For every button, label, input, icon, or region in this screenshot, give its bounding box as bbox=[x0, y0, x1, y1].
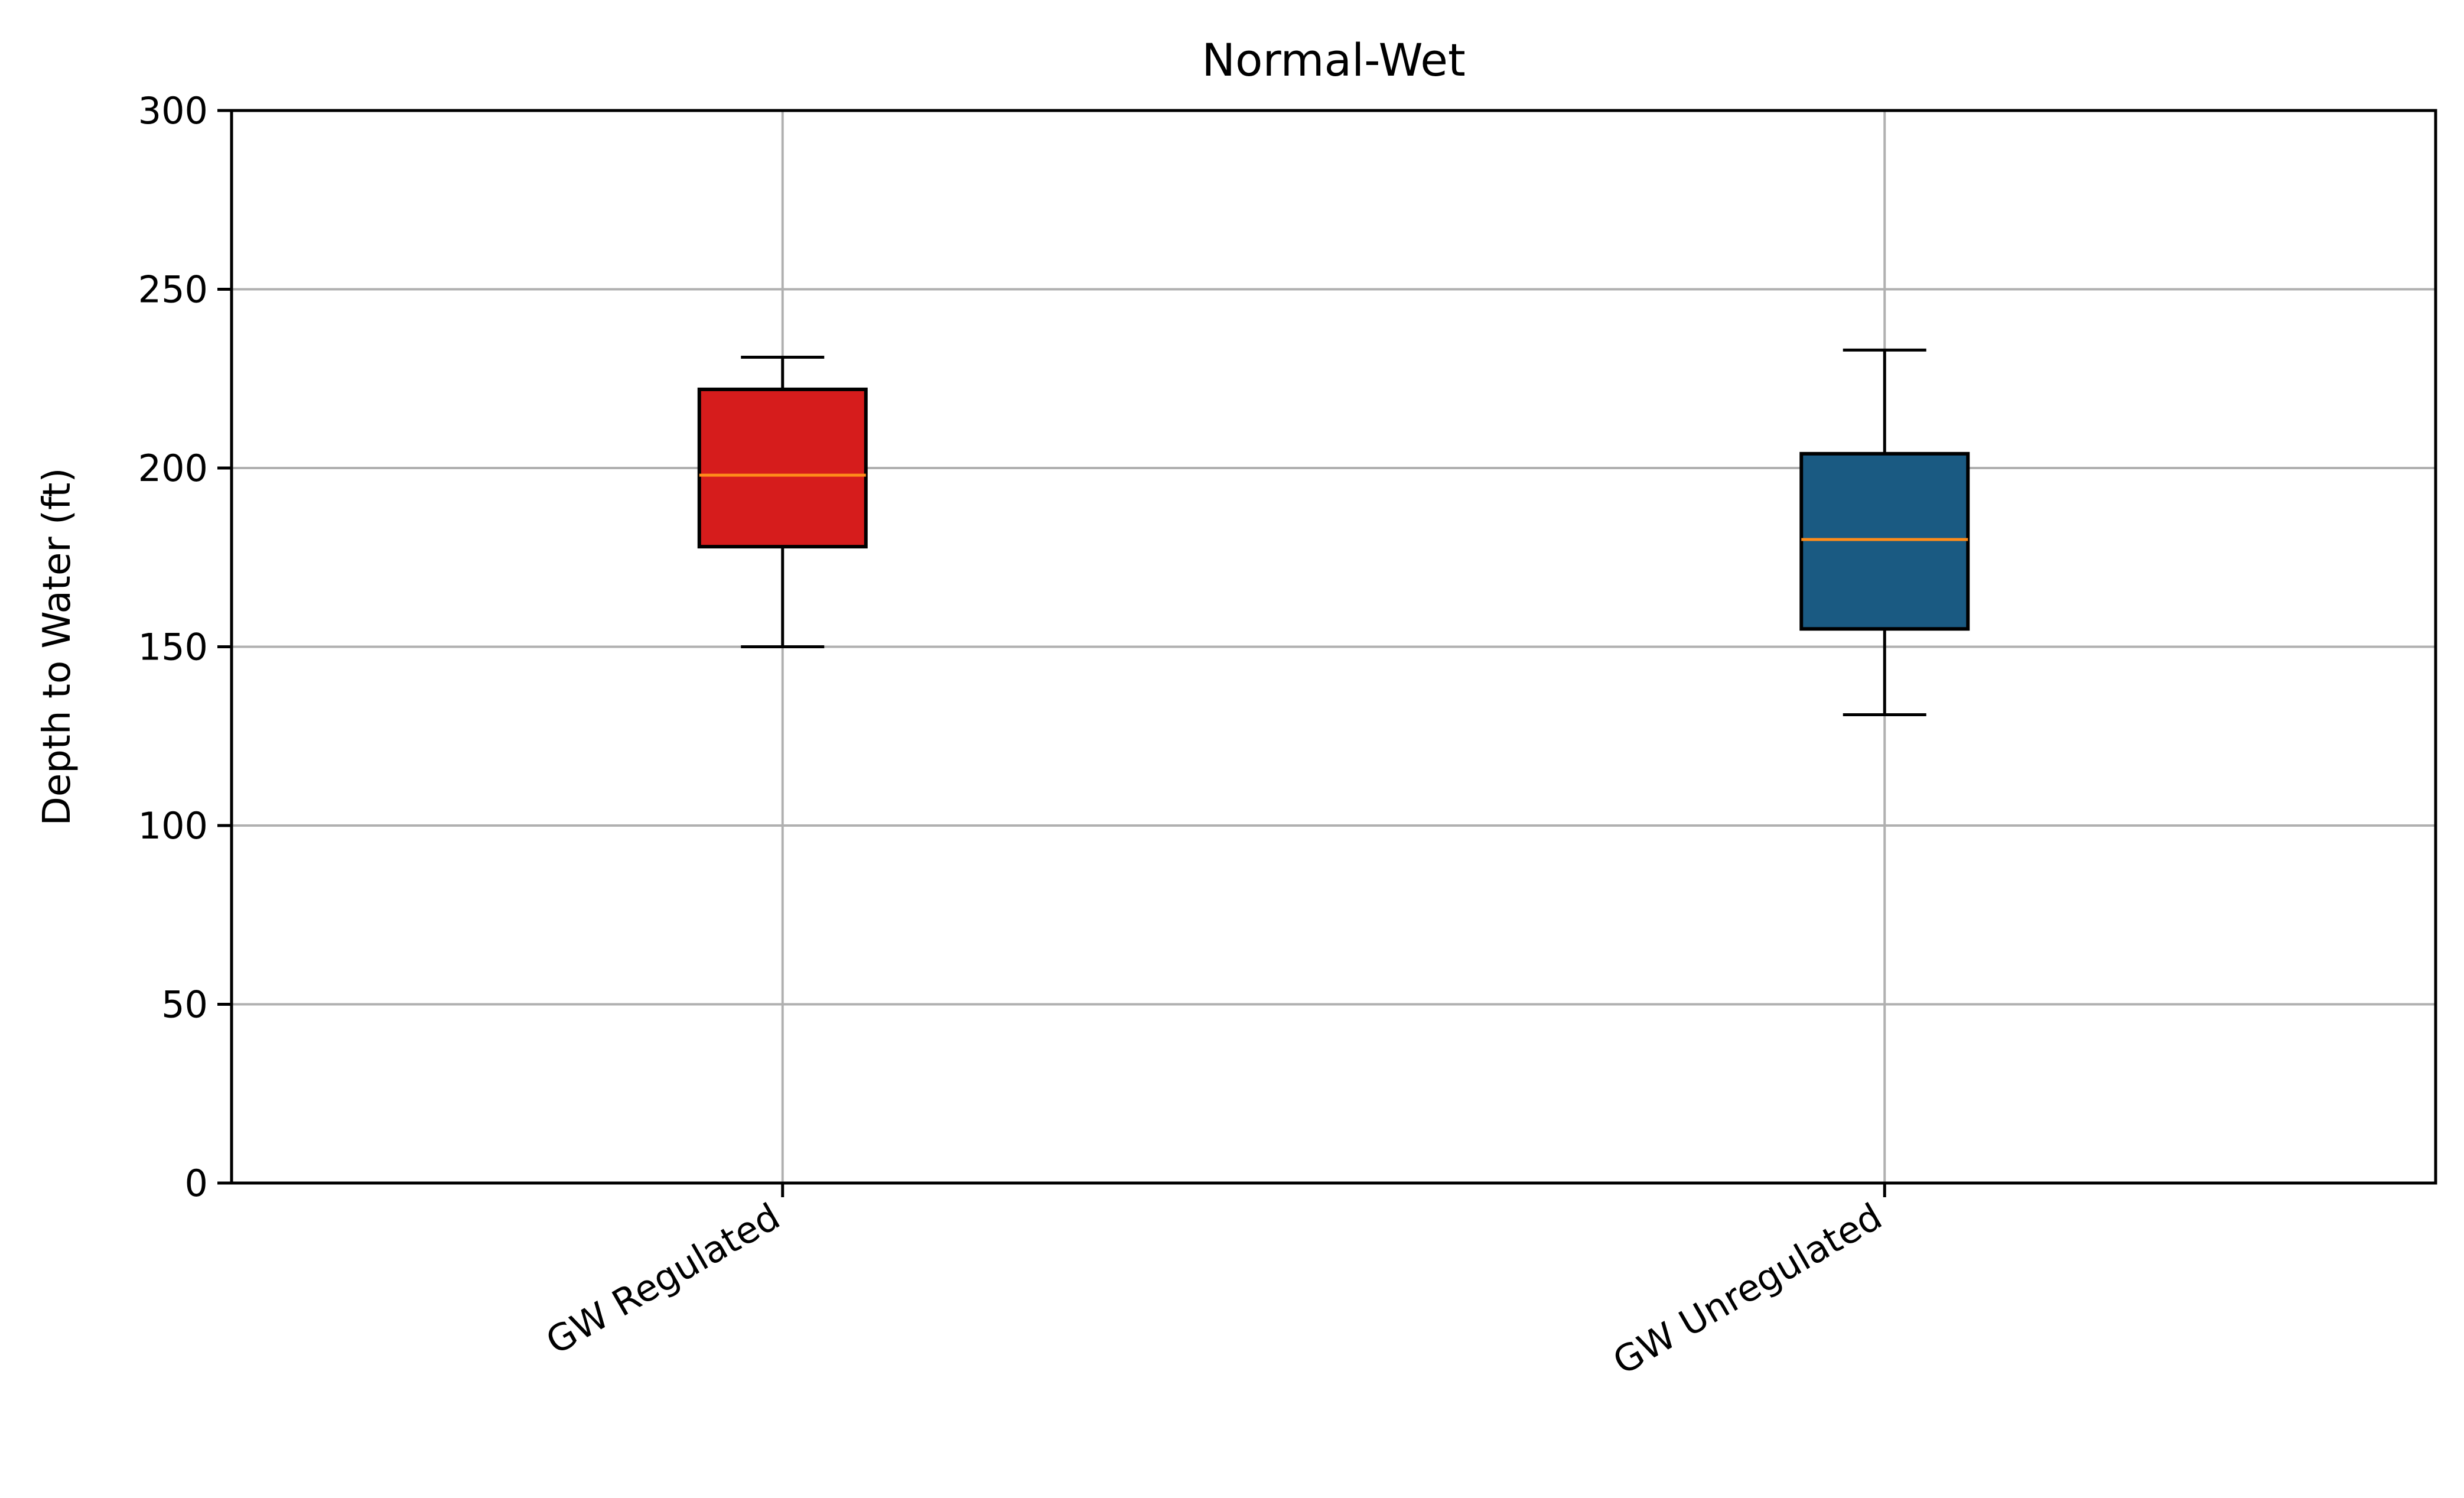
y-tick-label: 200 bbox=[138, 447, 208, 490]
y-tick-label: 0 bbox=[185, 1162, 208, 1205]
y-axis-title: Depth to Water (ft) bbox=[35, 468, 79, 826]
iqr-box bbox=[1799, 451, 1970, 631]
chart-title: Normal-Wet bbox=[1202, 34, 1466, 86]
y-tick-label: 300 bbox=[138, 89, 208, 132]
y-tick-label: 250 bbox=[138, 268, 208, 311]
box-layer bbox=[697, 348, 1970, 716]
box-group bbox=[1799, 348, 1970, 716]
iqr-box bbox=[697, 387, 868, 549]
box-group bbox=[697, 355, 868, 648]
y-tick-label: 50 bbox=[161, 983, 208, 1026]
y-tick-label: 100 bbox=[138, 804, 208, 847]
y-tick-label: 150 bbox=[138, 626, 208, 669]
